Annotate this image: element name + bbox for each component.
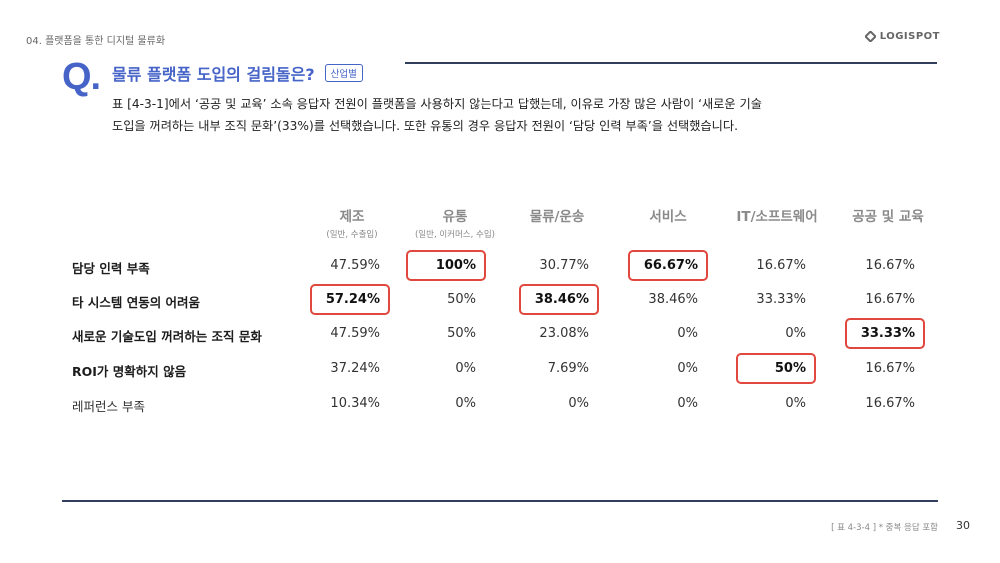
row-label: 담당 인력 부족 [72,261,150,276]
column-header: IT/소프트웨어 [717,205,837,225]
section-label: 04. 플랫폼을 통한 디지털 물류화 [26,36,166,47]
table-cell: 23.08% [539,326,589,341]
page-number: 30 [956,519,970,532]
industry-badge: 산업별 [324,64,363,82]
column-header-label: 유통 [442,209,468,225]
table-cell: 0% [677,396,698,411]
table-cell: 100% [435,258,476,273]
table-cell: 10.34% [330,396,380,411]
column-header-label: IT/소프트웨어 [736,209,818,225]
highlight-box [736,353,816,384]
column-header: 제조 (일반, 수출입) [292,205,412,240]
table-cell: 0% [677,326,698,341]
table-cell: 30.77% [539,258,589,273]
highlight-box [628,250,708,281]
table-cell: 7.69% [547,361,589,376]
table-cell: 33.33% [860,326,915,341]
column-header-label: 물류/운송 [529,209,585,225]
row-label: ROI가 명확하지 않음 [72,364,187,379]
page-title: 물류 플랫폼 도입의 걸림돌은? [112,65,315,84]
table-cell: 57.24% [325,292,380,307]
title-divider [405,62,937,64]
table-cell: 0% [677,361,698,376]
row-label: 타 시스템 연동의 어려움 [72,295,201,310]
logo-diamond-icon [864,31,876,42]
column-header-sublabel: (일반, 수출입) [326,230,378,240]
table-cell: 16.67% [756,258,806,273]
highlight-box [310,284,390,315]
table-cell: 38.46% [534,292,589,307]
table-cell: 0% [455,396,476,411]
table-cell: 47.59% [330,326,380,341]
column-header-label: 제조 [339,209,365,225]
logo: LOGISPOT [864,31,940,42]
table-cell: 0% [785,326,806,341]
highlight-box [519,284,599,315]
logo-text: LOGISPOT [879,31,940,42]
table-cell: 0% [455,361,476,376]
table-cell: 50% [447,326,476,341]
highlight-box [845,318,925,349]
table-cell: 16.67% [865,292,915,307]
title-row: 물류 플랫폼 도입의 걸림돌은? 산업별 [112,61,363,85]
description-line-1: 표 [4-3-1]에서 ‘공공 및 교육’ 소속 응답자 전원이 플랫폼을 사용… [112,97,762,111]
description: 표 [4-3-1]에서 ‘공공 및 교육’ 소속 응답자 전원이 플랫폼을 사용… [112,93,912,137]
column-header-sublabel: (일반, 이커머스, 수입) [414,230,495,240]
column-header-label: 서비스 [649,209,687,225]
table-cell: 50% [447,292,476,307]
row-label: 레퍼런스 부족 [72,399,145,414]
table-footnote: [ 표 4-3-4 ] * 중복 응답 포함 [831,523,938,533]
table-cell: 50% [774,361,806,376]
question-mark: Q. [62,56,101,98]
table-cell: 16.67% [865,258,915,273]
table-cell: 47.59% [330,258,380,273]
column-header: 서비스 [608,205,728,225]
table-cell: 37.24% [330,361,380,376]
table-cell: 0% [785,396,806,411]
column-header: 공공 및 교육 [828,205,948,225]
column-header-label: 공공 및 교육 [852,209,924,225]
row-label: 새로운 기술도입 꺼려하는 조직 문화 [72,329,262,344]
bottom-divider [62,500,938,502]
table-cell: 38.46% [648,292,698,307]
table-cell: 33.33% [756,292,806,307]
highlight-box [406,250,486,281]
table-cell: 16.67% [865,361,915,376]
table-cell: 66.67% [643,258,698,273]
column-header: 유통 (일반, 이커머스, 수입) [395,205,515,240]
table-cell: 0% [568,396,589,411]
table-cell: 16.67% [865,396,915,411]
column-header: 물류/운송 [497,205,617,225]
description-line-2: 도입을 꺼려하는 내부 조직 문화’(33%)를 선택했습니다. 또한 유통의 … [112,119,738,133]
